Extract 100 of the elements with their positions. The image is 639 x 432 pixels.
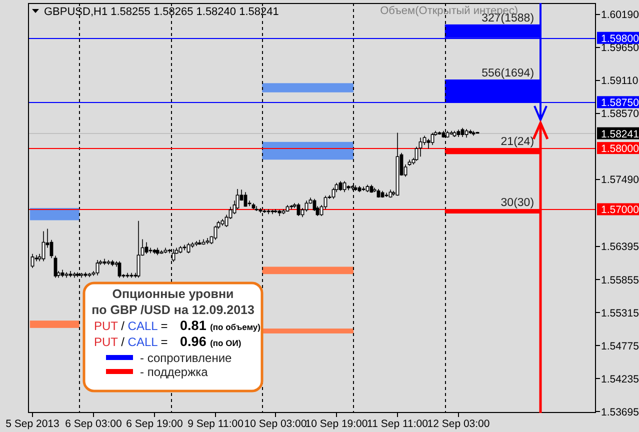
y-tick-label: 1.56395 <box>601 241 639 254</box>
y-tick-label: 1.54775 <box>601 340 639 352</box>
candlestick <box>274 208 278 214</box>
candlestick <box>286 204 290 212</box>
y-tick-label: 1.59650 <box>601 42 639 54</box>
candlestick <box>130 272 134 278</box>
candlestick <box>144 242 148 254</box>
candlestick <box>452 130 456 138</box>
x-tick-label: 6 Sep 03:00 <box>65 418 122 430</box>
candlestick <box>54 255 58 278</box>
y-tick-label: 1.54235 <box>601 373 639 386</box>
candlestick <box>182 244 186 251</box>
candlestick <box>198 239 202 246</box>
candlestick <box>366 184 370 192</box>
candlestick <box>214 225 218 240</box>
candlestick <box>278 209 282 216</box>
annotation: - поддержка <box>140 365 208 379</box>
candlestick <box>338 180 342 192</box>
y-tick-label: 1.58570 <box>601 108 639 120</box>
candlestick <box>126 272 130 278</box>
candlestick <box>220 218 224 226</box>
y-tick-label: 1.55855 <box>601 274 639 286</box>
candlestick <box>456 129 460 138</box>
y-tick-label: 1.60190 <box>601 9 639 22</box>
candlestick <box>72 272 76 278</box>
x-tick-label: 12 Sep 03:00 <box>427 418 490 430</box>
candlestick <box>460 127 464 138</box>
candlestick <box>178 246 182 254</box>
candlestick <box>418 137 422 157</box>
ref-line-label: 1.58241 <box>601 128 639 140</box>
candlestick <box>42 230 46 262</box>
candlestick <box>30 253 34 268</box>
candlestick <box>160 250 164 254</box>
x-tick-label: 10 Sep 03:00 <box>244 418 307 430</box>
candlestick <box>84 272 88 278</box>
candlestick <box>202 238 206 246</box>
candlestick <box>450 130 454 135</box>
candlestick <box>438 131 442 135</box>
candlestick <box>266 208 270 215</box>
candlestick <box>282 208 286 215</box>
candlestick <box>358 186 362 192</box>
candlestick <box>194 240 198 246</box>
ref-line-label: 1.59800 <box>601 32 639 45</box>
candlestick <box>152 248 156 254</box>
candlestick <box>96 260 100 276</box>
annotation: - сопротивление <box>140 351 232 365</box>
candlestick <box>64 272 68 278</box>
x-tick-label: 9 Sep 11:00 <box>188 418 244 430</box>
candlestick <box>244 192 248 208</box>
candlestick <box>60 269 64 278</box>
candlestick <box>370 184 374 194</box>
ref-line-label: 1.58000 <box>601 143 639 156</box>
candlestick <box>332 187 336 200</box>
candlestick <box>206 238 210 245</box>
candlestick <box>236 188 240 210</box>
candlestick <box>388 189 392 198</box>
candlestick <box>464 128 468 138</box>
candlestick <box>468 129 472 134</box>
annotation: PUT / CALL = 0.81 (по объему) <box>94 318 261 333</box>
candlestick <box>346 184 350 191</box>
candlestick <box>296 202 300 216</box>
candlestick <box>262 208 266 214</box>
candlestick <box>110 260 114 267</box>
x-tick-label: 5 Sep 2013 <box>6 418 60 430</box>
candlestick <box>164 247 168 254</box>
candlestick <box>408 159 412 166</box>
annotation: PUT / CALL = 0.96 (по ОИ) <box>94 334 242 349</box>
candlestick <box>156 247 160 256</box>
candlestick <box>186 242 190 254</box>
ref-line-label: 1.57000 <box>601 204 639 216</box>
candlestick <box>384 192 388 198</box>
ref-line-label: 1.58750 <box>601 97 639 110</box>
candlestick <box>396 132 400 196</box>
candlestick <box>362 186 366 192</box>
candlestick <box>376 188 380 198</box>
y-tick-label: 1.53695 <box>601 406 639 418</box>
candlestick <box>118 260 122 278</box>
candlestick <box>252 202 256 210</box>
band-label: 21(24) <box>500 136 534 148</box>
candlestick <box>430 132 434 146</box>
chart-title: GBPUSD,H1 1.58255 1.58265 1.58240 1.58241 <box>44 6 279 18</box>
candlestick <box>290 204 294 210</box>
band-label: 556(1694) <box>482 67 534 80</box>
x-tick-label: 11 Sep 11:00 <box>367 418 428 430</box>
candlestick <box>380 190 384 198</box>
annotation: Опционные уровни <box>112 287 234 301</box>
y-tick-label: 1.59110 <box>601 75 638 88</box>
candlestick <box>270 209 274 215</box>
candlestick <box>102 258 106 266</box>
candlestick <box>136 220 140 278</box>
candlestick <box>472 130 476 136</box>
x-tick-label: 10 Sep 19:00 <box>305 418 368 430</box>
candlestick <box>342 180 346 192</box>
candlestick <box>68 270 72 278</box>
band-label: 30(30) <box>500 197 534 210</box>
x-tick-label: 6 Sep 19:00 <box>126 418 183 430</box>
candlestick <box>106 260 110 266</box>
candlestick <box>88 272 92 278</box>
y-tick-label: 1.55315 <box>601 307 639 320</box>
annotation: по GBP /USD на 12.09.2013 <box>92 303 254 317</box>
